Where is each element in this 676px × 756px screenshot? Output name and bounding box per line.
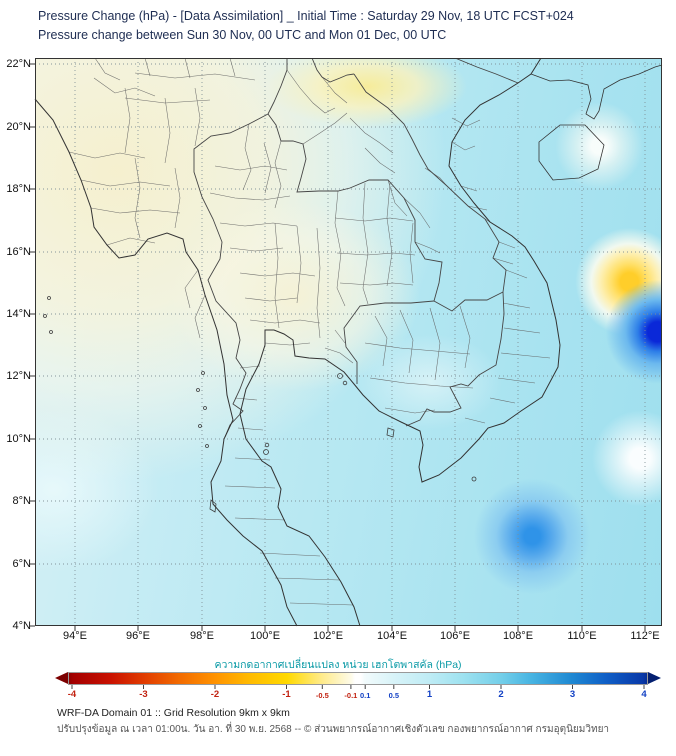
colorbar-tick: 3 [569, 689, 576, 700]
lon-axis-label: 110°E [567, 630, 597, 642]
footer-model-info: WRF-DA Domain 01 :: Grid Resolution 9km … [57, 707, 290, 719]
colorbar-tick: -0.1 [344, 691, 358, 700]
lon-axis-label: 102°E [312, 630, 344, 642]
colorbar-tick-marks [71, 685, 645, 689]
colorbar-title: ความกดอากาศเปลี่ยนแปลง หน่วย เฮกโตพาสคัล… [214, 659, 462, 671]
colorbar [68, 672, 648, 685]
footer-update-info: ปรับปรุงข้อมูล ณ เวลา 01:00น. วัน อา. ที… [57, 724, 610, 735]
lat-axis-label: 18°N [6, 183, 31, 195]
lat-axis-label: 20°N [6, 121, 31, 133]
lat-axis-label: 22°N [6, 58, 31, 70]
islands [43, 296, 477, 513]
pressure-change-field [35, 58, 662, 626]
lon-axis-label: 98°E [190, 630, 214, 642]
colorbar-tick: 1 [426, 689, 433, 700]
lat-axis-label: 10°N [6, 433, 31, 445]
lon-axis-label: 106°E [439, 630, 471, 642]
lon-axis-label: 108°E [502, 630, 534, 642]
lon-axis-label: 96°E [126, 630, 150, 642]
colorbar-tick: -1 [282, 689, 291, 700]
country-borders [193, 58, 519, 438]
colorbar-tick: 0.1 [359, 691, 371, 700]
map-overlay-svg [30, 58, 663, 631]
title-line-1: Pressure Change (hPa) - [Data Assimilati… [38, 9, 574, 23]
lat-axis-label: 8°N [12, 495, 31, 507]
province-borders [68, 58, 551, 606]
map-plot [30, 58, 663, 631]
colorbar-tick: -4 [67, 689, 77, 700]
colorbar-tick: -0.5 [315, 691, 329, 700]
lon-axis-label: 104°E [376, 630, 408, 642]
lat-axis-label: 16°N [6, 246, 31, 258]
lon-axis-label: 100°E [249, 630, 281, 642]
lat-axis-label: 14°N [6, 308, 31, 320]
map-frame [35, 58, 662, 626]
lat-axis-label: 6°N [12, 558, 31, 570]
title-line-2: Pressure change between Sun 30 Nov, 00 U… [38, 28, 447, 42]
lat-axis-label: 4°N [12, 620, 31, 632]
colorbar-tick: -2 [210, 689, 220, 700]
axis-ticks [30, 63, 646, 631]
coastlines [34, 58, 663, 627]
colorbar-left-arrow [55, 672, 68, 684]
colorbar-right-arrow [648, 672, 661, 684]
colorbar-tick: 4 [641, 689, 647, 700]
gridlines [35, 58, 662, 626]
lon-axis-label: 112°E [630, 630, 660, 642]
lon-axis-label: 94°E [63, 630, 87, 642]
colorbar-tick: 0.5 [388, 691, 400, 700]
colorbar-tick: -3 [139, 689, 148, 700]
colorbar-tick: 2 [498, 689, 504, 700]
lat-axis-label: 12°N [6, 370, 31, 382]
